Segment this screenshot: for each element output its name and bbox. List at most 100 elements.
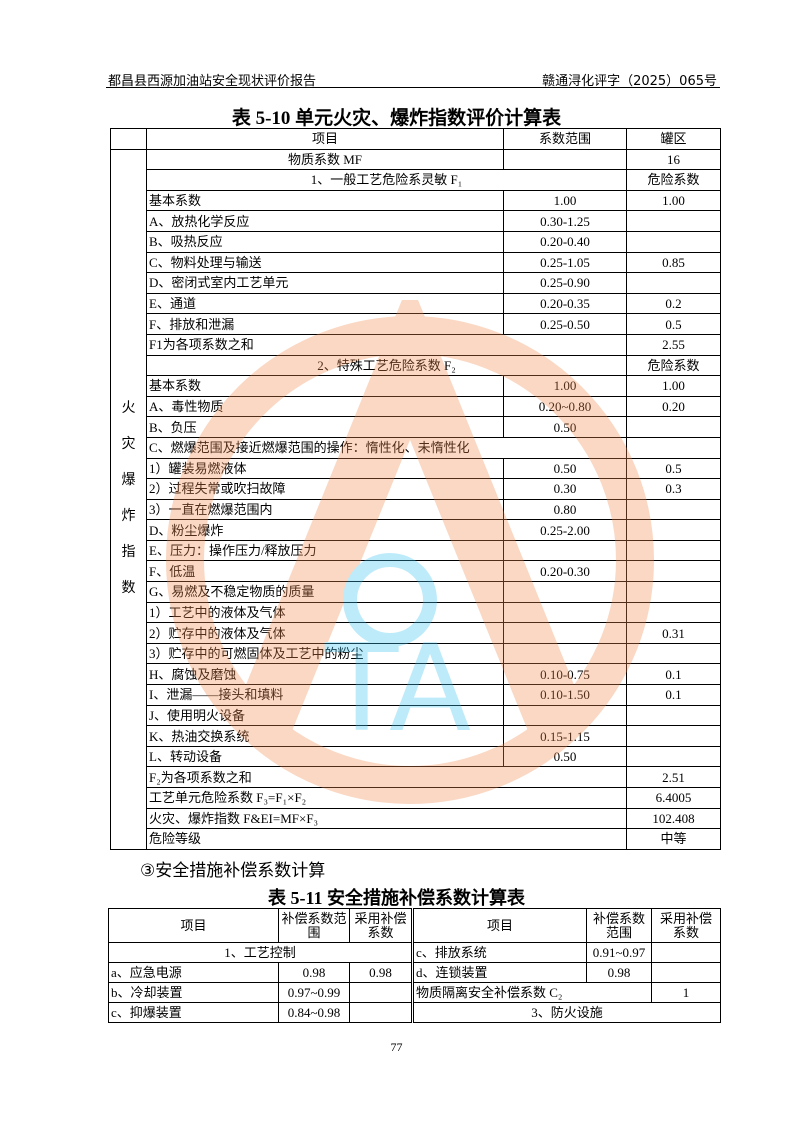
- range-cell: 1.00: [503, 375, 627, 397]
- value-cell: [626, 601, 721, 624]
- table-row: 3）一直在燃爆范围内 0.80: [111, 498, 721, 521]
- table-row: 1）罐装易燃液体 0.50 0.5: [111, 457, 721, 480]
- item-cell: 基本系数: [146, 375, 504, 397]
- value-cell: [349, 1002, 413, 1023]
- table-row: 2）过程失常或吹扫故障 0.30 0.3: [111, 478, 721, 500]
- item-cell: F1为各项系数之和: [146, 333, 627, 356]
- col-range: 补偿系数范围: [278, 908, 350, 943]
- col-tank-area: 罐区: [626, 128, 721, 150]
- range-cell: [503, 539, 627, 562]
- value-cell: [626, 642, 721, 665]
- item-cell: G、易燃及不稳定物质的质量: [146, 581, 504, 603]
- item-cell: H、腐蚀及磨蚀: [146, 663, 504, 686]
- item-cell: a、应急电源: [108, 962, 279, 983]
- table-row: 1、工艺控制 c、排放系统 0.91~0.97: [108, 942, 721, 963]
- table-row: 2）贮存中的液体及气体 0.31: [111, 622, 721, 644]
- value-cell: [626, 230, 721, 253]
- item-cell: 危险等级: [146, 828, 627, 850]
- item-cell: D、密闭式室内工艺单元: [146, 272, 504, 294]
- range-cell: [503, 601, 627, 624]
- value-cell: [651, 962, 721, 983]
- range-cell: 0.84~0.98: [278, 1002, 350, 1023]
- fire-explosion-index-table: 项目 系数范围 罐区 火灾爆炸指数物质系数 MF 16 1、一般工艺危险系灵敏 F₁…: [110, 128, 721, 850]
- table-row: 基本系数 1.00 1.00: [111, 189, 721, 212]
- value-cell: 0.31: [626, 622, 721, 644]
- side-label-char: 火: [121, 401, 136, 417]
- col-value: 采用补偿系数: [651, 908, 721, 943]
- value-cell: 1.00: [626, 375, 721, 397]
- value-cell: 16: [626, 148, 721, 171]
- item-cell: 2）过程失常或吹扫故障: [146, 478, 504, 500]
- range-cell: 0.97~0.99: [278, 982, 350, 1003]
- value-cell: [626, 210, 721, 232]
- item-cell: A、毒性物质: [146, 395, 504, 418]
- table-row: A、放热化学反应 0.30-1.25: [111, 210, 721, 232]
- item-cell: 1、工艺控制: [108, 942, 413, 963]
- range-cell: 0.10-0.75: [503, 663, 627, 686]
- table-row: 火灾、爆炸指数 F&EI=MF×F₃ 102.408: [111, 807, 721, 830]
- range-cell: 0.91~0.97: [586, 942, 652, 963]
- range-cell: 0.25-0.50: [503, 313, 627, 335]
- range-cell: 0.30: [503, 478, 627, 500]
- value-cell: [626, 539, 721, 562]
- item-cell: c、排放系统: [411, 942, 587, 963]
- col-item: 项目: [411, 908, 587, 943]
- item-cell: 物质系数 MF: [146, 148, 504, 171]
- table-row: D、密闭式室内工艺单元 0.25-0.90: [111, 272, 721, 294]
- value-cell: 102.408: [626, 807, 721, 830]
- item-cell: 3、防火设施: [411, 1002, 721, 1023]
- value-cell: [626, 498, 721, 521]
- range-cell: 0.80: [503, 498, 627, 521]
- range-cell: 0.15-1.15: [503, 725, 627, 747]
- table-row: G、易燃及不稳定物质的质量: [111, 581, 721, 603]
- table-row: E、压力：操作压力/释放压力: [111, 539, 721, 562]
- table-row: B、吸热反应 0.20-0.40: [111, 230, 721, 253]
- item-cell: J、使用明火设备: [146, 704, 504, 727]
- value-cell: 0.1: [626, 663, 721, 686]
- table1-title: 表 5-10 单元火灾、爆炸指数评价计算表: [231, 108, 562, 129]
- range-cell: 1.00: [503, 189, 627, 212]
- range-cell: 0.25-0.90: [503, 272, 627, 294]
- value-cell: 危险系数: [626, 169, 721, 191]
- item-cell: 2）贮存中的液体及气体: [146, 622, 504, 644]
- table-row: D、粉尘爆炸 0.25-2.00: [111, 519, 721, 541]
- table-row: b、冷却装置 0.97~0.99 物质隔离安全补偿系数 C₂ 1: [108, 982, 721, 1003]
- item-cell: b、冷却装置: [108, 982, 279, 1003]
- col-item: 项目: [146, 128, 504, 150]
- item-cell: 物质隔离安全补偿系数 C₂: [411, 982, 652, 1003]
- value-cell: 2.51: [626, 766, 721, 788]
- table-row: 工艺单元危险系数 F₃=F₁×F₂ 6.4005: [111, 787, 721, 809]
- table-row: K、热油交换系统 0.15-1.15: [111, 725, 721, 747]
- item-cell: 1）罐装易燃液体: [146, 457, 504, 480]
- range-cell: 0.20-0.40: [503, 230, 627, 253]
- side-label-char: 指: [121, 545, 136, 561]
- table-row: I、泄漏——接头和填料 0.10-1.50 0.1: [111, 684, 721, 706]
- item-cell: c、抑爆装置: [108, 1002, 279, 1023]
- table-row: E、通道 0.20-0.35 0.2: [111, 292, 721, 315]
- value-cell: 中等: [626, 828, 721, 850]
- table-row: 3）贮存中的可燃固体及工艺中的粉尘: [111, 642, 721, 665]
- value-cell: 0.20: [626, 395, 721, 418]
- value-cell: 0.98: [349, 962, 413, 983]
- table-row: H、腐蚀及磨蚀 0.10-0.75 0.1: [111, 663, 721, 686]
- side-label-char: 炸: [121, 509, 136, 525]
- header-right: 赣通浔化评字（2025）065号: [542, 74, 717, 89]
- table-row: 火灾爆炸指数物质系数 MF 16: [110, 148, 721, 850]
- table-row: A、毒性物质 0.20~0.80 0.20: [111, 395, 721, 418]
- table-row: 基本系数 1.00 1.00: [111, 375, 721, 397]
- item-cell: 1、一般工艺危险系灵敏 F₁: [146, 169, 627, 191]
- range-cell: [503, 704, 627, 727]
- section-heading: ③安全措施补偿系数计算: [140, 861, 326, 881]
- table-row: C、燃爆范围及接近燃爆范围的操作：惰性化、未惰性化: [111, 436, 721, 459]
- side-label-char: 灾: [121, 437, 136, 453]
- range-cell: 0.20~0.80: [503, 395, 627, 418]
- table-row: F、排放和泄漏 0.25-0.50 0.5: [111, 313, 721, 335]
- header-divider: [106, 87, 720, 88]
- item-cell: C、燃爆范围及接近燃爆范围的操作：惰性化、未惰性化: [146, 436, 627, 459]
- value-cell: 2.55: [626, 333, 721, 356]
- item-cell: 基本系数: [146, 189, 504, 212]
- item-cell: B、吸热反应: [146, 230, 504, 253]
- table-row: 2、特殊工艺危险系数 F₂ 危险系数: [111, 354, 721, 377]
- range-cell: 0.25-2.00: [503, 519, 627, 541]
- table-header-row: 项目 补偿系数范围 采用补偿系数 项目 补偿系数范围 采用补偿系数: [108, 908, 721, 943]
